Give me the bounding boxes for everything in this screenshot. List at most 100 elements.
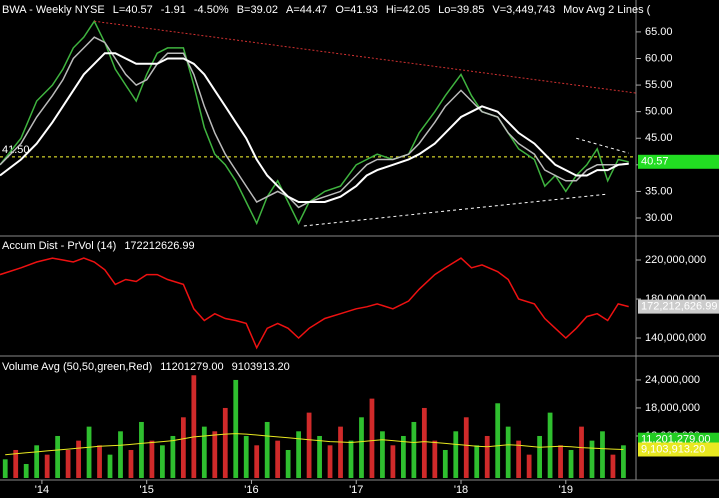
readout-label: 172,212,626.99 [641,301,717,313]
panel-title: Volume Avg (50,50,green,Red) [2,361,152,373]
volume-bar [537,435,542,478]
volume-bar [233,379,239,478]
panel-title: Accum Dist - PrVol (14) [2,240,116,252]
volume-bar [453,431,459,478]
header-text: Lo=39.85 [438,4,484,16]
y-tick-label: 18,000,000 [645,402,700,414]
volume-bar [23,463,29,478]
x-tick-label: '14 [35,484,49,496]
trendline [303,193,608,227]
volume-bar [86,426,92,478]
volume-bar [505,426,511,478]
volume-bar [621,445,626,478]
volume-bar [474,445,480,478]
volume-bar [327,445,333,478]
volume-bar [170,435,176,478]
y-tick-label: 65.00 [645,26,673,38]
readout-label: 40.57 [641,156,669,168]
volume-bar [97,445,102,478]
volume-bar [495,403,501,478]
legend-value: 172212626.99 [124,240,194,252]
volume-bar [264,421,270,478]
x-tick-label: '17 [349,484,363,496]
volume-bar [2,459,8,478]
volume-bar [421,407,427,478]
volume-bar [610,454,616,478]
volume-bar [65,449,71,478]
volume-bar [411,421,417,478]
series-line [5,433,624,456]
y-tick-label: 35.00 [645,185,673,197]
header-text: B=39.02 [237,4,278,16]
volume-bar [222,407,228,478]
volume-bar [401,435,406,478]
legend-value: 11201279.00 [160,361,223,373]
header-text: V=3,449,743 [492,4,555,16]
volume-bar [600,431,605,478]
readout-label: 9,103,913.20 [641,443,705,455]
volume-bar [160,445,165,478]
header-text: A=44.47 [286,4,327,16]
volume-bar [317,435,322,478]
x-tick-label: '19 [559,484,573,496]
volume-bar [254,445,260,478]
y-tick-label: 24,000,000 [645,374,700,386]
volume-bar [432,440,438,478]
series-line [0,257,629,350]
volume-bar [243,435,249,478]
readout-box [638,442,719,457]
volume-bar [139,421,144,478]
y-tick-label: 50.00 [645,106,673,118]
volume-bar [118,431,123,478]
series-line [0,19,629,226]
header-text: -4.50% [194,4,229,16]
volume-bar [380,431,385,478]
volume-bar [55,435,61,478]
y-tick-label: 140,000,000 [645,332,706,344]
volume-bar [338,426,343,478]
volume-bar [516,440,522,478]
volume-bar [285,449,291,478]
volume-bar [526,454,532,478]
x-tick-label: '15 [140,484,154,496]
y-tick-label: 55.00 [645,79,673,91]
volume-bar [547,412,553,478]
trendline [94,20,637,94]
x-tick-label: '16 [244,484,258,496]
readout-box [638,299,719,314]
volume-bar [359,417,364,478]
volume-bar [568,449,574,478]
volume-bar [149,440,155,478]
volume-bar [76,440,81,478]
volume-bar [191,375,197,478]
series-line [0,52,629,203]
trendline [576,137,629,154]
readout-box [638,154,719,169]
header-text: Mov Avg 2 Lines ( [563,4,651,16]
volume-bar [390,445,396,478]
volume-bar [34,445,40,478]
volume-bar [558,445,563,478]
volume-bar [579,426,584,478]
header-text: L=40.57 [113,4,153,16]
volume-bar [589,440,595,478]
volume-bar [212,431,218,478]
y-tick-label: 45.00 [645,132,673,144]
x-tick-label: '18 [454,484,468,496]
volume-bar [180,417,186,478]
series-line [0,36,629,209]
volume-bar [348,440,354,478]
volume-bar [44,454,50,478]
header-text: BWA - Weekly NYSE [2,4,105,16]
volume-bar [442,449,448,478]
volume-bar [201,426,207,478]
header-text: O=41.93 [335,4,378,16]
volume-bar [13,449,19,478]
volume-bar [296,431,302,478]
legend-value: 9103913.20 [232,361,290,373]
y-tick-label: 60.00 [645,52,673,64]
header-text: -1.91 [161,4,186,16]
volume-bar [369,398,375,478]
header-text: Hi=42.05 [386,4,430,16]
